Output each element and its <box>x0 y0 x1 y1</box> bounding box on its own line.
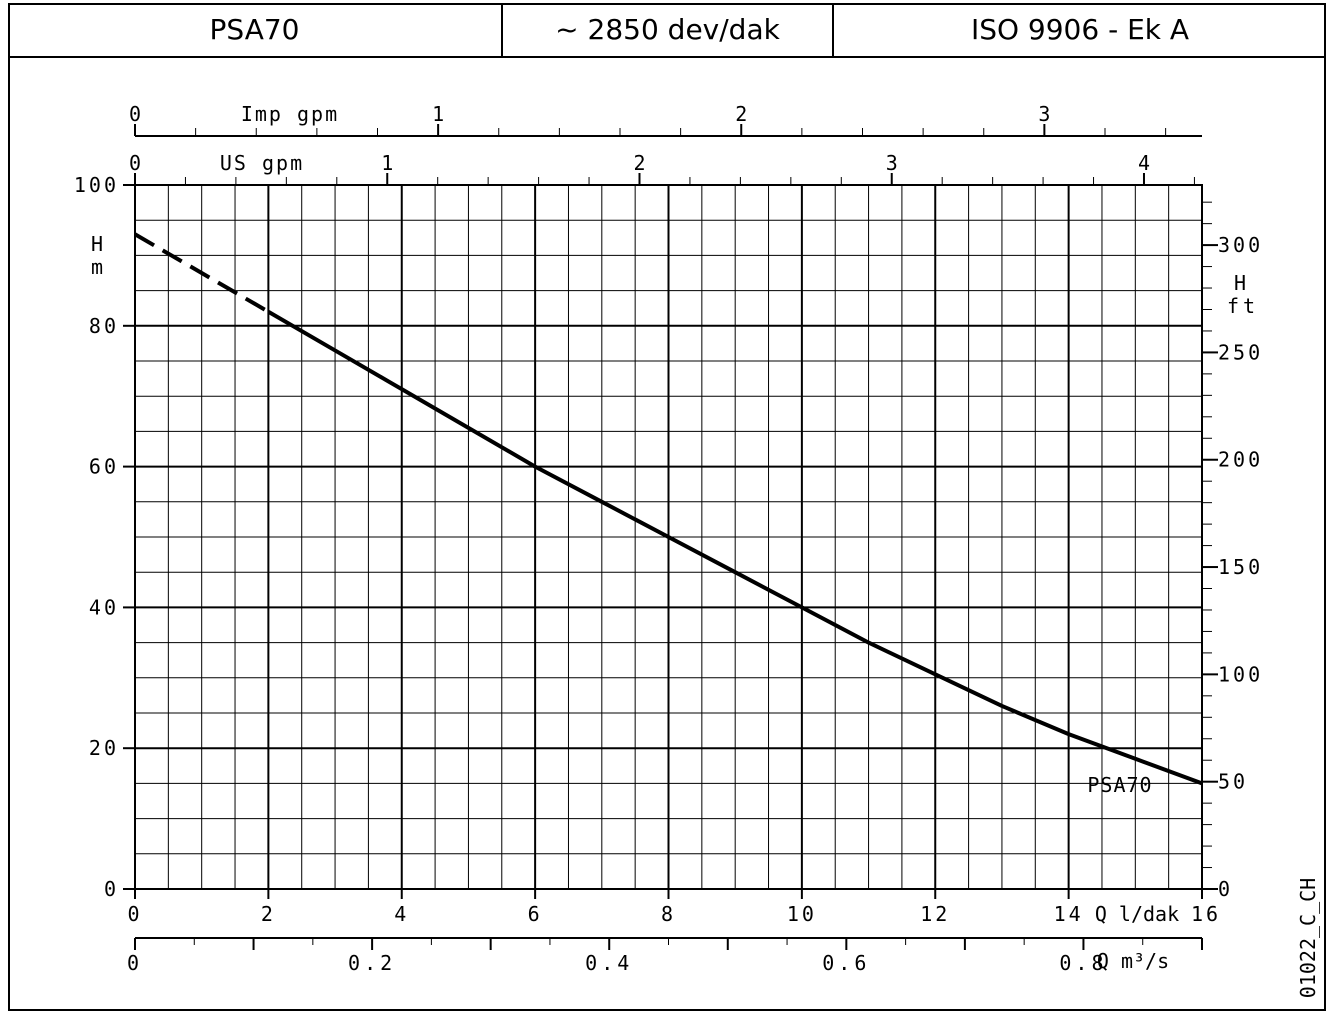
series-label: PSA70 <box>1087 773 1152 797</box>
y-right-tick-label: 150 <box>1218 555 1263 579</box>
y-left-tick-label: 80 <box>89 314 119 338</box>
x-primary-tick-label: 14 <box>1054 902 1084 926</box>
figure-code: 01022_C_CH <box>1296 878 1320 998</box>
y-right-label-line2: ft <box>1227 294 1259 318</box>
y-left-tick-label: 60 <box>89 455 119 479</box>
x-primary-tick-label: 6 <box>528 902 543 926</box>
axes <box>123 124 1218 950</box>
x-m3s-label: Q m³/s <box>1097 949 1169 973</box>
y-right-label-line1: H <box>1234 271 1246 295</box>
y-left-tick-label: 40 <box>89 595 119 619</box>
chart-frame <box>8 3 1326 1011</box>
x-impgpm-label: Imp gpm <box>241 102 339 126</box>
x-impgpm-tick-label: 2 <box>735 102 747 126</box>
x-usgpm-label: US gpm <box>220 151 304 175</box>
x-primary-tick-label: 4 <box>394 902 409 926</box>
y-right-tick-label: 300 <box>1218 233 1263 257</box>
header-standard: ISO 9906 - Ek A <box>970 13 1190 46</box>
x-m3s-tick-label: 0.8 <box>1059 951 1107 975</box>
x-usgpm-tick-label: 2 <box>633 151 645 175</box>
y-right-tick-label: 50 <box>1218 770 1248 794</box>
x-primary-tick-label: 0 <box>127 902 142 926</box>
y-left-tick-label: 20 <box>89 736 119 760</box>
x-m3s-tick-label: 0.6 <box>822 951 870 975</box>
x-impgpm-tick-label: 3 <box>1038 102 1050 126</box>
series-layer <box>133 232 1203 786</box>
x-usgpm-tick-label: 3 <box>886 151 898 175</box>
x-primary-tick-label: 2 <box>261 902 276 926</box>
x-primary-tick-label: 16 <box>1191 902 1221 926</box>
y-left-label-line1: H <box>91 232 103 256</box>
y-left-tick-label: 100 <box>74 173 119 197</box>
y-right-tick-label: 100 <box>1218 662 1263 686</box>
x-m3s-tick-label: 0.4 <box>585 951 633 975</box>
y-right-tick-label: 250 <box>1218 340 1263 364</box>
y-right-tick-label: 200 <box>1218 448 1263 472</box>
x-impgpm-tick-label: 0 <box>129 102 141 126</box>
chart-header: PSA70 ~ 2850 dev/dak ISO 9906 - Ek A <box>8 3 1326 58</box>
x-primary-tick-label: 10 <box>787 902 817 926</box>
y-left-label-line2: m <box>91 255 103 279</box>
x-usgpm-tick-label: 1 <box>381 151 393 175</box>
x-usgpm-tick-label: 0 <box>129 151 141 175</box>
x-primary-label: Q l/dak <box>1095 902 1179 926</box>
x-m3s-tick-label: 0.2 <box>348 951 396 975</box>
header-speed: ~ 2850 dev/dak <box>503 3 834 56</box>
header-model: PSA70 <box>8 3 503 56</box>
x-usgpm-tick-label: 4 <box>1138 151 1150 175</box>
x-impgpm-tick-label: 1 <box>432 102 444 126</box>
x-primary-tick-label: 12 <box>920 902 950 926</box>
x-primary-tick-label: 8 <box>661 902 676 926</box>
y-right-tick-label: 0 <box>1218 877 1233 901</box>
y-left-tick-label: 0 <box>104 877 119 901</box>
x-m3s-tick-label: 0 <box>127 951 143 975</box>
